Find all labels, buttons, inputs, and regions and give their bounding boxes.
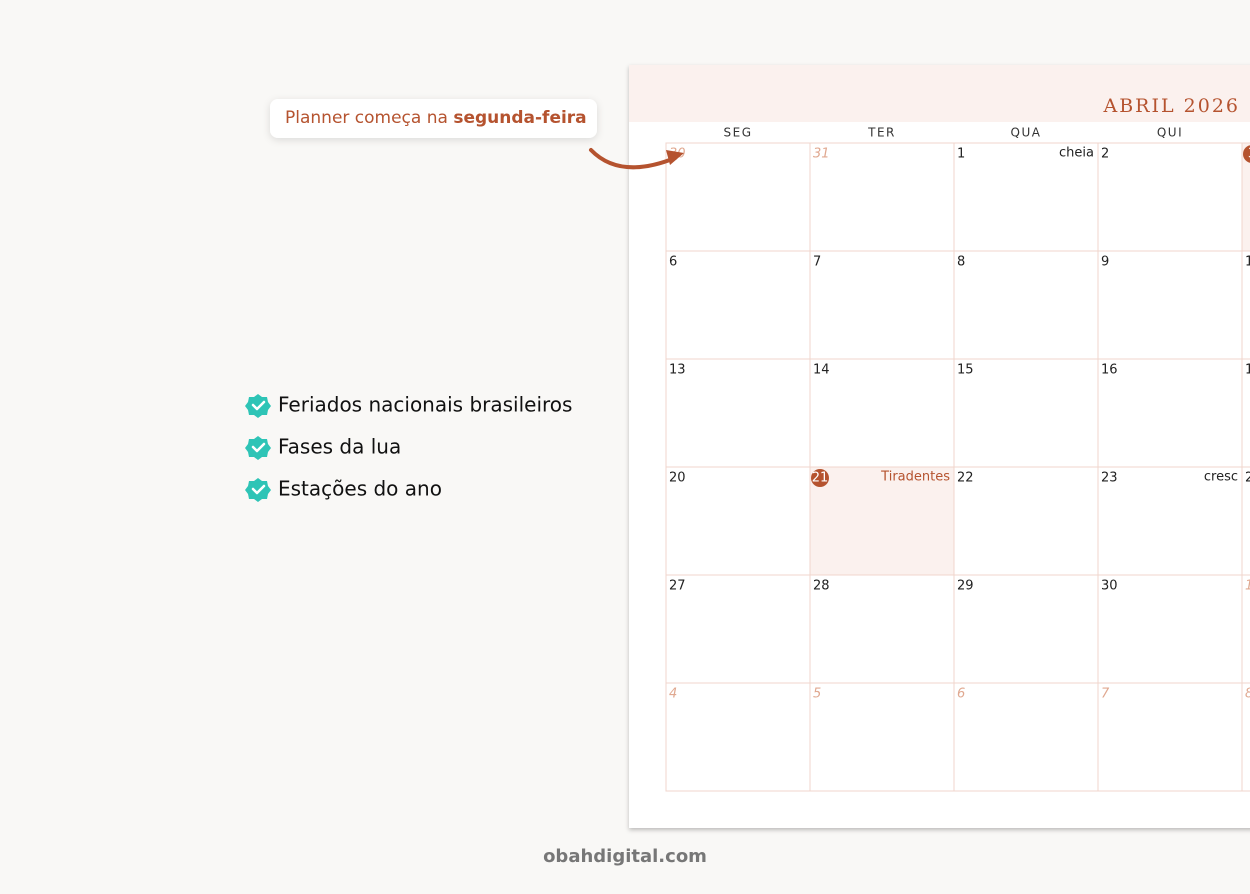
- day-cell: [953, 358, 1099, 468]
- day-number: 16: [1101, 363, 1118, 378]
- day-cell: [1241, 358, 1250, 468]
- day-cell: [665, 682, 811, 792]
- day-number: 30: [1101, 579, 1118, 594]
- check-mark: [251, 484, 266, 495]
- holiday-dot: [1243, 145, 1250, 163]
- day-cell: [665, 142, 811, 252]
- day-number: 10: [1245, 255, 1250, 270]
- day-cell: [953, 466, 1099, 576]
- day-cell: [665, 358, 811, 468]
- weekday: QUA: [1011, 126, 1042, 140]
- callout-text: Planner começa na segunda-feira: [285, 108, 587, 128]
- day-number: 27: [669, 579, 686, 594]
- day-cell: [1241, 250, 1250, 360]
- day-note: Tiradentes: [880, 470, 950, 485]
- check-badge: [245, 478, 271, 502]
- day-cell: [809, 250, 955, 360]
- weekday: SEG: [724, 126, 753, 140]
- day-number: 17: [1245, 363, 1250, 378]
- day-cell: [1241, 466, 1250, 576]
- footer: obahdigital.com: [543, 846, 707, 867]
- day-cell: [1241, 574, 1250, 684]
- day-cell: [1241, 142, 1250, 252]
- weekday: TER: [867, 126, 896, 140]
- day-cell: [809, 466, 955, 576]
- day-number: 14: [813, 363, 830, 378]
- day-cell: [665, 574, 811, 684]
- feature: Fases da lua: [278, 435, 401, 459]
- day-note: cheia: [1059, 146, 1094, 161]
- check-mark: [251, 442, 266, 453]
- day-number: 22: [957, 471, 974, 486]
- calendar-header: [629, 65, 1250, 122]
- day-cell: [1241, 682, 1250, 792]
- check-mark: [251, 400, 266, 411]
- day-cell: [953, 574, 1099, 684]
- day-cell: [1097, 358, 1243, 468]
- day-note: cresc: [1204, 470, 1238, 485]
- day-number: 23: [1101, 471, 1118, 486]
- day-number: 24: [1245, 471, 1250, 486]
- day-number: 31: [813, 147, 830, 162]
- weekday: QUI: [1157, 126, 1183, 140]
- day-number: 6: [957, 687, 965, 702]
- arrow: [589, 148, 677, 170]
- day-cell: [809, 682, 955, 792]
- day-number: 5: [813, 687, 821, 702]
- day-number: 8: [1245, 687, 1250, 702]
- day-cell: [1097, 682, 1243, 792]
- feature: Estações do ano: [278, 477, 442, 501]
- day-number: 8: [957, 255, 965, 270]
- day-cell: [953, 250, 1099, 360]
- day-number: 28: [813, 579, 830, 594]
- day-cell: [809, 574, 955, 684]
- day-cell: [665, 466, 811, 576]
- day-number: 1: [957, 147, 965, 162]
- day-number: 2: [1101, 147, 1109, 162]
- day-number: 7: [813, 255, 821, 270]
- day-cell: [1097, 250, 1243, 360]
- day-number: 4: [669, 687, 677, 702]
- day-cell: [953, 682, 1099, 792]
- day-cell: [1097, 574, 1243, 684]
- day-number: 6: [669, 255, 677, 270]
- callout-plain: Planner começa na: [285, 108, 453, 128]
- day-cell: [1097, 142, 1243, 252]
- day-number: 9: [1101, 255, 1109, 270]
- day-number: 7: [1101, 687, 1110, 702]
- day-number: 21: [812, 471, 829, 486]
- check-badge: [245, 394, 271, 418]
- day-number: 13: [669, 363, 686, 378]
- holiday-dot: [811, 469, 829, 487]
- callout-box: [270, 99, 597, 138]
- day-number: 3: [1248, 147, 1250, 162]
- calendar-title: ABRIL 2026: [1102, 95, 1240, 117]
- check-badge: [245, 436, 271, 460]
- day-number: 29: [957, 579, 974, 594]
- day-number: 15: [957, 363, 974, 378]
- day-number: 20: [669, 471, 686, 486]
- day-number: 1: [1245, 579, 1250, 594]
- day-cell: [809, 358, 955, 468]
- arrow-head: [666, 150, 684, 165]
- day-cell: [809, 142, 955, 252]
- day-cell: [665, 250, 811, 360]
- callout-bold: segunda-feira: [453, 108, 586, 128]
- feature: Feriados nacionais brasileiros: [278, 393, 572, 417]
